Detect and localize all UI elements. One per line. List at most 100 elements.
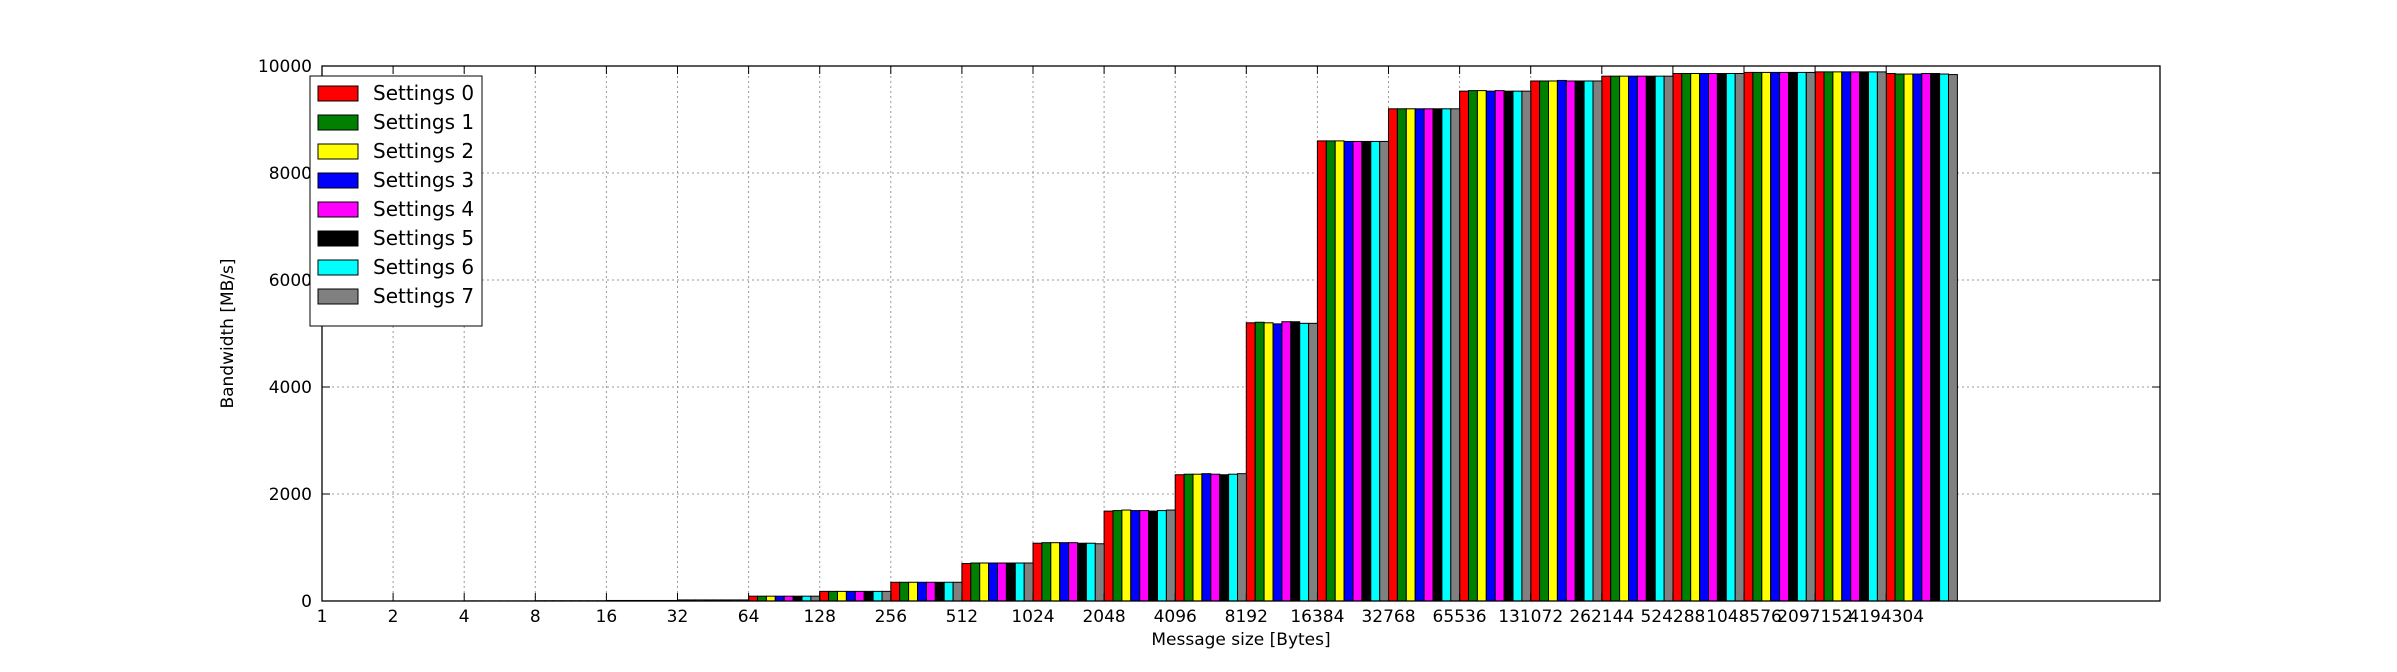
bar (1300, 323, 1309, 601)
bar (1211, 474, 1220, 601)
x-tick-label: 65536 (1433, 607, 1487, 627)
bar (1780, 72, 1789, 601)
bar (1877, 72, 1886, 601)
bar (1282, 322, 1291, 601)
bar (1886, 73, 1895, 601)
x-tick-label: 8192 (1225, 607, 1268, 627)
bar (1691, 73, 1700, 601)
legend-label: Settings 5 (373, 226, 474, 250)
bar (784, 596, 793, 601)
bar (1149, 511, 1158, 601)
bar (1051, 543, 1060, 601)
bar (1175, 475, 1184, 601)
bar (1442, 109, 1451, 601)
bar (1362, 141, 1371, 601)
legend-label: Settings 4 (373, 197, 474, 221)
x-tick-label: 524288 (1640, 607, 1705, 627)
x-tick-label: 64 (738, 607, 760, 627)
x-tick-label: 16384 (1290, 607, 1344, 627)
bar (1202, 474, 1211, 601)
bar (1220, 475, 1229, 601)
bar (1415, 109, 1424, 601)
y-tick-label: 6000 (269, 271, 312, 291)
bar (953, 582, 962, 601)
legend-swatch (318, 86, 358, 101)
bar (1593, 81, 1602, 601)
bar (802, 596, 811, 601)
y-tick-label: 2000 (269, 485, 312, 505)
x-tick-label: 16 (596, 607, 618, 627)
bar (1122, 510, 1131, 601)
bar (1371, 141, 1380, 601)
bar (1451, 109, 1460, 601)
bar (1317, 141, 1326, 601)
bar (811, 596, 820, 601)
y-tick-label: 0 (301, 592, 312, 612)
bar (838, 591, 847, 601)
bar (1655, 76, 1664, 601)
x-tick-label: 2048 (1082, 607, 1125, 627)
bar (846, 591, 855, 601)
legend-label: Settings 2 (373, 139, 474, 163)
bar (926, 582, 935, 601)
legend-label: Settings 7 (373, 284, 474, 308)
bar (1486, 91, 1495, 601)
legend-swatch (318, 202, 358, 217)
bar (1735, 73, 1744, 601)
x-tick-label: 262144 (1569, 607, 1634, 627)
bar (1086, 543, 1095, 601)
x-tick-label: 2 (388, 607, 399, 627)
bar (1406, 109, 1415, 601)
bar (1931, 73, 1940, 601)
bar (749, 596, 758, 601)
y-tick-label: 8000 (269, 164, 312, 184)
bar (1522, 91, 1531, 601)
bar (1611, 76, 1620, 601)
x-tick-label: 4096 (1154, 607, 1197, 627)
x-tick-label: 2097152 (1777, 607, 1853, 627)
bar (1193, 474, 1202, 601)
bar (758, 596, 767, 601)
bar (1335, 141, 1344, 601)
bar (1095, 544, 1104, 601)
bar (1433, 109, 1442, 601)
x-tick-label: 1024 (1011, 607, 1054, 627)
bar (944, 582, 953, 601)
bar (1158, 511, 1167, 601)
bar (1504, 91, 1513, 601)
bar (1904, 74, 1913, 601)
x-tick-label: 512 (946, 607, 978, 627)
bar (1806, 72, 1815, 601)
bar (1557, 80, 1566, 601)
legend-swatch (318, 144, 358, 159)
y-tick-label: 10000 (258, 57, 312, 77)
x-tick-label: 256 (875, 607, 907, 627)
bar (1629, 76, 1638, 601)
bar (1717, 73, 1726, 601)
bar (1673, 73, 1682, 601)
bar (1744, 72, 1753, 601)
bar (1184, 474, 1193, 601)
bar (962, 564, 971, 601)
bar (971, 563, 980, 601)
legend-swatch (318, 231, 358, 246)
bar (1255, 322, 1264, 601)
y-axis-title: Bandwidth [MB/s] (218, 258, 238, 408)
x-tick-label: 4 (459, 607, 470, 627)
bar (989, 563, 998, 601)
legend-swatch (318, 260, 358, 275)
bar (873, 591, 882, 601)
bar (1549, 81, 1558, 601)
bar (1860, 72, 1869, 601)
bar (1700, 73, 1709, 601)
bar (1246, 323, 1255, 601)
bar (1477, 91, 1486, 601)
x-tick-label: 32 (667, 607, 689, 627)
bar (1540, 81, 1549, 601)
bar (891, 582, 900, 601)
bar (1397, 109, 1406, 601)
bar (829, 591, 838, 601)
bar (1762, 72, 1771, 601)
